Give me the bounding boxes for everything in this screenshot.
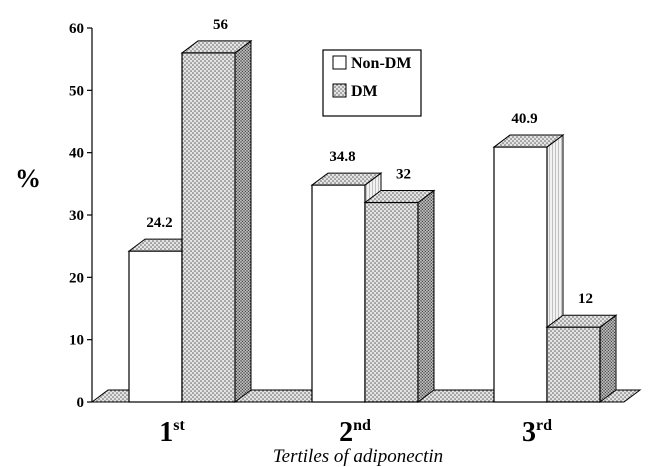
- legend: Non-DM DM: [322, 49, 422, 117]
- y-tick-label: 40: [69, 146, 84, 162]
- y-tick-label: 0: [77, 395, 85, 411]
- y-axis: 0 10 20 30 40 50 60: [69, 21, 93, 411]
- bar-side: [234, 39, 252, 403]
- bar-front: [128, 250, 183, 403]
- data-label: 56: [213, 17, 229, 33]
- bar-side: [417, 189, 435, 403]
- y-tick-label: 20: [69, 270, 84, 286]
- data-label: 24.2: [146, 215, 172, 231]
- legend-label-dm: DM: [351, 83, 378, 100]
- data-label: 34.8: [329, 149, 355, 165]
- category-label-2: 2nd: [339, 417, 371, 448]
- y-tick-label: 60: [69, 21, 84, 37]
- bar-dm-2: [363, 189, 436, 403]
- y-tick-label: 50: [69, 83, 84, 99]
- bar-front: [493, 146, 548, 403]
- y-tick-label: 30: [69, 208, 84, 224]
- legend-label-non-dm: Non-DM: [351, 55, 411, 72]
- bar-front: [364, 201, 419, 403]
- category-label-1: 1st: [159, 417, 185, 448]
- bar-side: [599, 314, 617, 403]
- data-label: 12: [578, 291, 593, 307]
- legend-swatch-dm: [332, 83, 347, 98]
- bar-front: [311, 184, 366, 403]
- data-label: 40.9: [511, 111, 537, 127]
- bar-front: [546, 326, 601, 403]
- category-label-3: 3rd: [522, 417, 552, 448]
- bar-front: [181, 52, 236, 403]
- x-axis-label: Tertiles of adiponectin: [273, 446, 443, 467]
- y-tick-label: 10: [69, 333, 84, 349]
- bar-dm-1: [180, 39, 253, 403]
- data-label: 32: [396, 167, 411, 183]
- y-axis-label: %: [15, 164, 41, 193]
- bar-dm-3: [545, 314, 618, 403]
- labels-group: 24.2 56 1st 34.8 32 2nd 40.9 12 3rd: [146, 17, 593, 448]
- bars-group: [127, 39, 618, 403]
- legend-swatch-non-dm: [332, 55, 347, 70]
